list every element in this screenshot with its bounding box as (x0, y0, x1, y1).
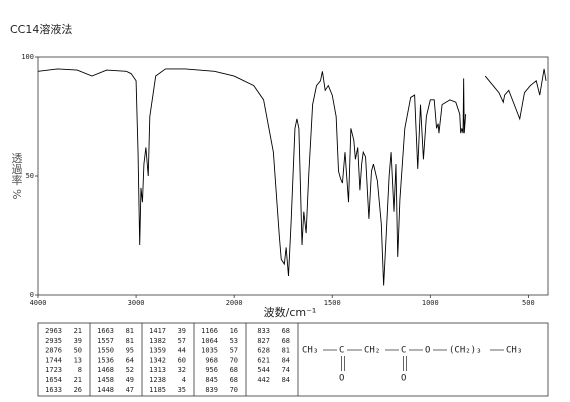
peak-wavenumber: 2876 (45, 347, 62, 355)
chem-group: C (339, 346, 344, 356)
peak-transmittance: 57 (178, 337, 186, 345)
peak-wavenumber: 833 (257, 327, 270, 335)
peak-wavenumber: 628 (257, 347, 270, 355)
peak-transmittance: 68 (282, 337, 290, 345)
y-tick-label: 50 (26, 172, 34, 180)
peak-wavenumber: 1035 (201, 347, 218, 355)
x-tick-label: 1000 (422, 299, 439, 307)
peak-transmittance: 53 (230, 337, 238, 345)
peak-transmittance: 16 (230, 327, 238, 335)
peak-transmittance: 32 (178, 366, 186, 374)
peak-wavenumber: 1633 (45, 386, 62, 394)
peak-wavenumber: 1382 (149, 337, 166, 345)
peak-transmittance: 81 (282, 347, 290, 355)
x-axis-label: 波数/cm⁻¹ (264, 306, 317, 319)
peak-transmittance: 49 (126, 376, 134, 384)
peak-transmittance: 50 (74, 347, 82, 355)
peak-transmittance: 81 (126, 327, 134, 335)
x-tick-label: 2000 (226, 299, 243, 307)
peak-transmittance: 70 (230, 386, 238, 394)
x-tick-label: 3000 (128, 299, 145, 307)
peak-transmittance: 81 (126, 337, 134, 345)
chem-group: O (339, 374, 344, 384)
structure: CH₃ C CH₂ C O (CH₂)₃ CH₃ O O (302, 346, 522, 384)
peak-transmittance: 35 (178, 386, 186, 394)
peak-transmittance: 74 (282, 366, 290, 374)
peak-transmittance: 64 (126, 356, 134, 364)
peak-wavenumber: 1550 (97, 347, 114, 355)
peak-transmittance: 68 (230, 376, 238, 384)
peak-wavenumber: 1744 (45, 356, 62, 364)
peak-wavenumber: 1185 (149, 386, 166, 394)
peak-transmittance: 60 (178, 356, 186, 364)
chem-group: O (401, 374, 406, 384)
peak-wavenumber: 544 (257, 366, 270, 374)
peak-wavenumber: 956 (205, 366, 218, 374)
y-tick-label: 100 (21, 53, 34, 61)
peak-wavenumber: 1064 (201, 337, 218, 345)
y-axis-label: 透過率 % (10, 152, 23, 199)
peak-transmittance: 26 (74, 386, 82, 394)
peak-transmittance: 39 (74, 337, 82, 345)
peak-wavenumber: 2963 (45, 327, 62, 335)
peak-transmittance: 57 (230, 347, 238, 355)
peak-wavenumber: 1663 (97, 327, 114, 335)
peak-transmittance: 4 (182, 376, 186, 384)
peak-transmittance: 68 (230, 366, 238, 374)
peak-wavenumber: 1654 (45, 376, 62, 384)
peak-transmittance: 39 (178, 327, 186, 335)
x-tick-label: 4000 (30, 299, 47, 307)
peak-wavenumber: 839 (205, 386, 218, 394)
peak-wavenumber: 1557 (97, 337, 114, 345)
peak-wavenumber: 1536 (97, 356, 114, 364)
peak-transmittance: 44 (178, 347, 186, 355)
peak-wavenumber: 1313 (149, 366, 166, 374)
peak-wavenumber: 621 (257, 356, 270, 364)
chem-group: C (401, 346, 406, 356)
peak-transmittance: 21 (74, 376, 82, 384)
peak-transmittance: 13 (74, 356, 82, 364)
peak-wavenumber: 1448 (97, 386, 114, 394)
x-tick-label: 1500 (324, 299, 341, 307)
spectrum-line (37, 68, 547, 286)
peak-transmittance: 8 (78, 366, 82, 374)
chem-group: (CH₂)₃ (449, 346, 482, 356)
peak-wavenumber: 2935 (45, 337, 62, 345)
peak-wavenumber: 1359 (149, 347, 166, 355)
peak-wavenumber: 1458 (97, 376, 114, 384)
peak-wavenumber: 845 (205, 376, 218, 384)
peak-wavenumber: 1238 (149, 376, 166, 384)
peak-wavenumber: 1468 (97, 366, 114, 374)
chem-group: CH₃ (302, 346, 318, 356)
peak-wavenumber: 1723 (45, 366, 62, 374)
peak-wavenumber: 1166 (201, 327, 218, 335)
chem-group: CH₂ (364, 346, 380, 356)
peak-transmittance: 21 (74, 327, 82, 335)
chart-title: CC14溶液法 (10, 22, 72, 36)
table-frame (37, 322, 549, 397)
chem-group: O (425, 346, 430, 356)
y-tick-label: 0 (30, 291, 34, 299)
peak-transmittance: 70 (230, 356, 238, 364)
chem-group: CH₃ (506, 346, 522, 356)
peak-transmittance: 68 (282, 327, 290, 335)
peak-transmittance: 47 (126, 386, 134, 394)
peak-wavenumber: 1417 (149, 327, 166, 335)
peak-wavenumber: 442 (257, 376, 270, 384)
peak-wavenumber: 968 (205, 356, 218, 364)
peak-transmittance: 84 (282, 356, 290, 364)
peak-transmittance: 95 (126, 347, 134, 355)
peak-wavenumber: 827 (257, 337, 270, 345)
x-tick-label: 500 (522, 299, 535, 307)
peak-transmittance: 84 (282, 376, 290, 384)
peak-wavenumber: 1342 (149, 356, 166, 364)
peak-transmittance: 52 (126, 366, 134, 374)
